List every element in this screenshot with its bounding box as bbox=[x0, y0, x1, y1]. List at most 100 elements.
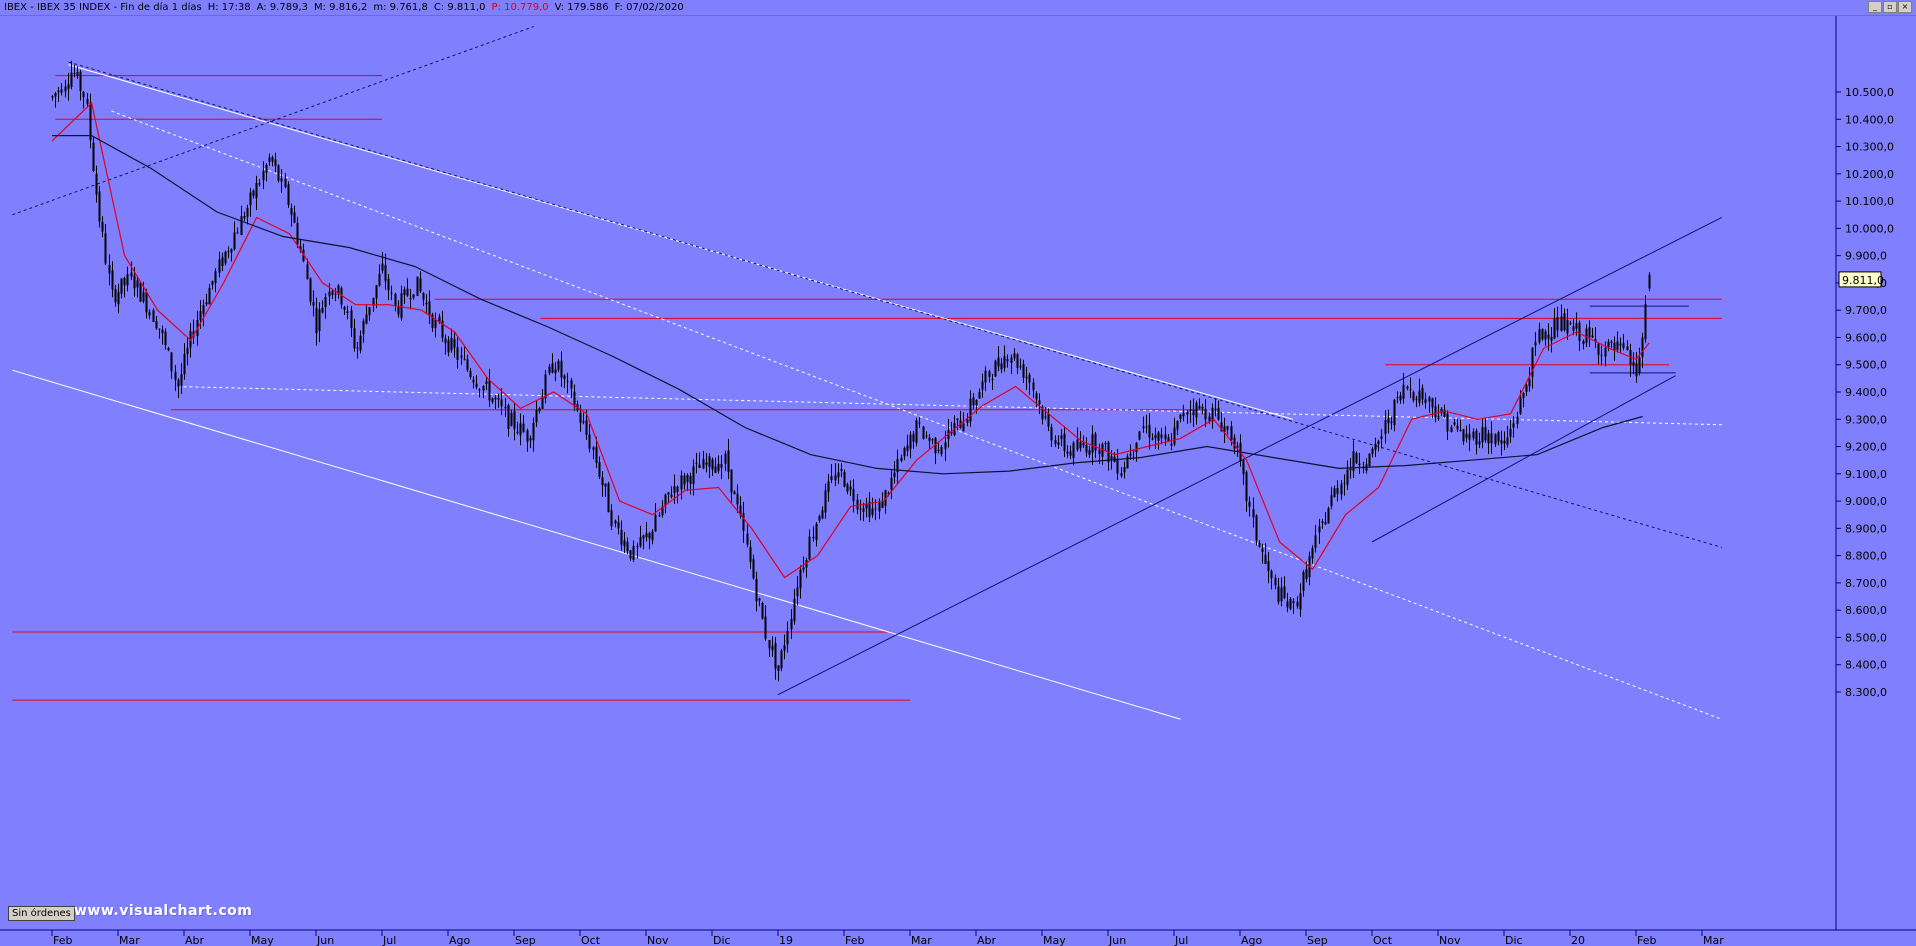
title-field: H: 17:38 bbox=[207, 2, 251, 13]
candle-body bbox=[658, 515, 661, 517]
candle-body bbox=[331, 290, 334, 295]
candle-body bbox=[1462, 429, 1465, 442]
candle-body bbox=[724, 453, 727, 464]
candle-body bbox=[346, 311, 349, 313]
candle-body bbox=[1428, 397, 1431, 402]
price-chart[interactable]: 10.500,0 10.400,0 10.300,0 10.200,0 10.100,0… bbox=[0, 16, 1916, 946]
candle-body bbox=[1575, 323, 1578, 329]
candle-body bbox=[246, 207, 249, 217]
candle-body bbox=[1399, 395, 1402, 401]
candle-body bbox=[1230, 426, 1233, 441]
candle-body bbox=[1616, 341, 1619, 350]
candle-body bbox=[73, 73, 76, 75]
maximize-icon[interactable]: ▫ bbox=[1883, 1, 1897, 13]
candle-body bbox=[1387, 418, 1390, 424]
candle-body bbox=[409, 298, 412, 300]
y-tick-label: 8.900,0 bbox=[1845, 522, 1887, 535]
candle-body bbox=[1635, 363, 1638, 377]
candle-body bbox=[1245, 471, 1248, 501]
candle-body bbox=[1142, 426, 1145, 429]
candle-body bbox=[95, 173, 98, 195]
candle-body bbox=[337, 285, 340, 295]
candle-body bbox=[1025, 376, 1028, 378]
candle-body bbox=[950, 431, 953, 434]
candle-body bbox=[1311, 548, 1314, 559]
candle-body bbox=[255, 182, 258, 199]
candle-body bbox=[749, 546, 752, 562]
candle-body bbox=[912, 434, 915, 442]
minimize-icon[interactable]: _ bbox=[1868, 1, 1882, 13]
candle-body bbox=[1374, 443, 1377, 450]
candle-body bbox=[365, 314, 368, 324]
y-tick-label: 9.300,0 bbox=[1845, 413, 1887, 426]
candle-body bbox=[1274, 578, 1277, 586]
candle-body bbox=[642, 535, 645, 539]
candle-body bbox=[205, 302, 208, 305]
candle-body bbox=[717, 463, 720, 471]
candle-body bbox=[1531, 347, 1534, 377]
candle-body bbox=[1047, 414, 1050, 427]
candle-body bbox=[1094, 433, 1097, 451]
candle-body bbox=[966, 419, 969, 423]
candle-body bbox=[86, 98, 89, 104]
candle-body bbox=[1512, 423, 1515, 428]
candle-body bbox=[1327, 508, 1330, 524]
candle-body bbox=[720, 463, 723, 468]
candle-body bbox=[1362, 467, 1365, 469]
candle-body bbox=[1035, 393, 1038, 400]
y-tick-label: 10.200,0 bbox=[1845, 168, 1894, 181]
candle-body bbox=[123, 277, 126, 286]
candle-body bbox=[840, 469, 843, 471]
candle-body bbox=[368, 307, 371, 316]
candle-body bbox=[648, 533, 651, 539]
candle-body bbox=[667, 492, 670, 495]
candle-body bbox=[274, 159, 277, 167]
x-tick-label: Mar bbox=[1703, 934, 1724, 946]
candle-body bbox=[79, 71, 82, 91]
candle-body bbox=[1446, 413, 1449, 432]
candle-body bbox=[1242, 460, 1245, 475]
candle-body bbox=[1195, 402, 1198, 418]
candle-body bbox=[548, 366, 551, 374]
candle-body bbox=[54, 93, 57, 97]
candle-body bbox=[60, 89, 63, 93]
y-tick-label: 8.700,0 bbox=[1845, 577, 1887, 590]
candle-body bbox=[504, 406, 507, 409]
x-tick-label: Sep bbox=[1307, 934, 1328, 946]
candle-body bbox=[1098, 450, 1101, 454]
candle-body bbox=[972, 397, 975, 406]
candle-body bbox=[1560, 316, 1563, 331]
candle-body bbox=[233, 232, 236, 250]
candle-body bbox=[519, 423, 522, 436]
candle-body bbox=[1556, 317, 1559, 331]
candle-body bbox=[1377, 441, 1380, 445]
candle-body bbox=[1085, 445, 1088, 453]
x-tick-label: Abr bbox=[977, 934, 997, 946]
candle-body bbox=[1352, 451, 1355, 471]
candle-body bbox=[350, 310, 353, 329]
candle-body bbox=[758, 598, 761, 601]
candle-body bbox=[403, 289, 406, 296]
candle-body bbox=[1613, 343, 1616, 351]
candle-body bbox=[240, 216, 243, 235]
candle-body bbox=[799, 569, 802, 589]
candle-body bbox=[790, 618, 793, 630]
candle-body bbox=[126, 273, 129, 286]
candle-body bbox=[1204, 409, 1207, 420]
close-icon[interactable]: × bbox=[1898, 1, 1912, 13]
candle-body bbox=[290, 207, 293, 215]
window-buttons: _ ▫ × bbox=[1868, 1, 1912, 13]
candle-body bbox=[1010, 357, 1013, 363]
candle-body bbox=[447, 340, 450, 353]
candle-body bbox=[991, 379, 994, 381]
candle-body bbox=[695, 462, 698, 464]
candle-body bbox=[673, 486, 676, 494]
orders-button[interactable]: Sin órdenes bbox=[8, 906, 75, 921]
candle-body bbox=[422, 293, 425, 300]
candle-body bbox=[1336, 487, 1339, 494]
candle-body bbox=[230, 249, 233, 253]
candle-body bbox=[1396, 397, 1399, 399]
last-price-label: 9.811,0 bbox=[1842, 274, 1884, 287]
candle-body bbox=[984, 370, 987, 383]
candle-body bbox=[378, 273, 381, 286]
